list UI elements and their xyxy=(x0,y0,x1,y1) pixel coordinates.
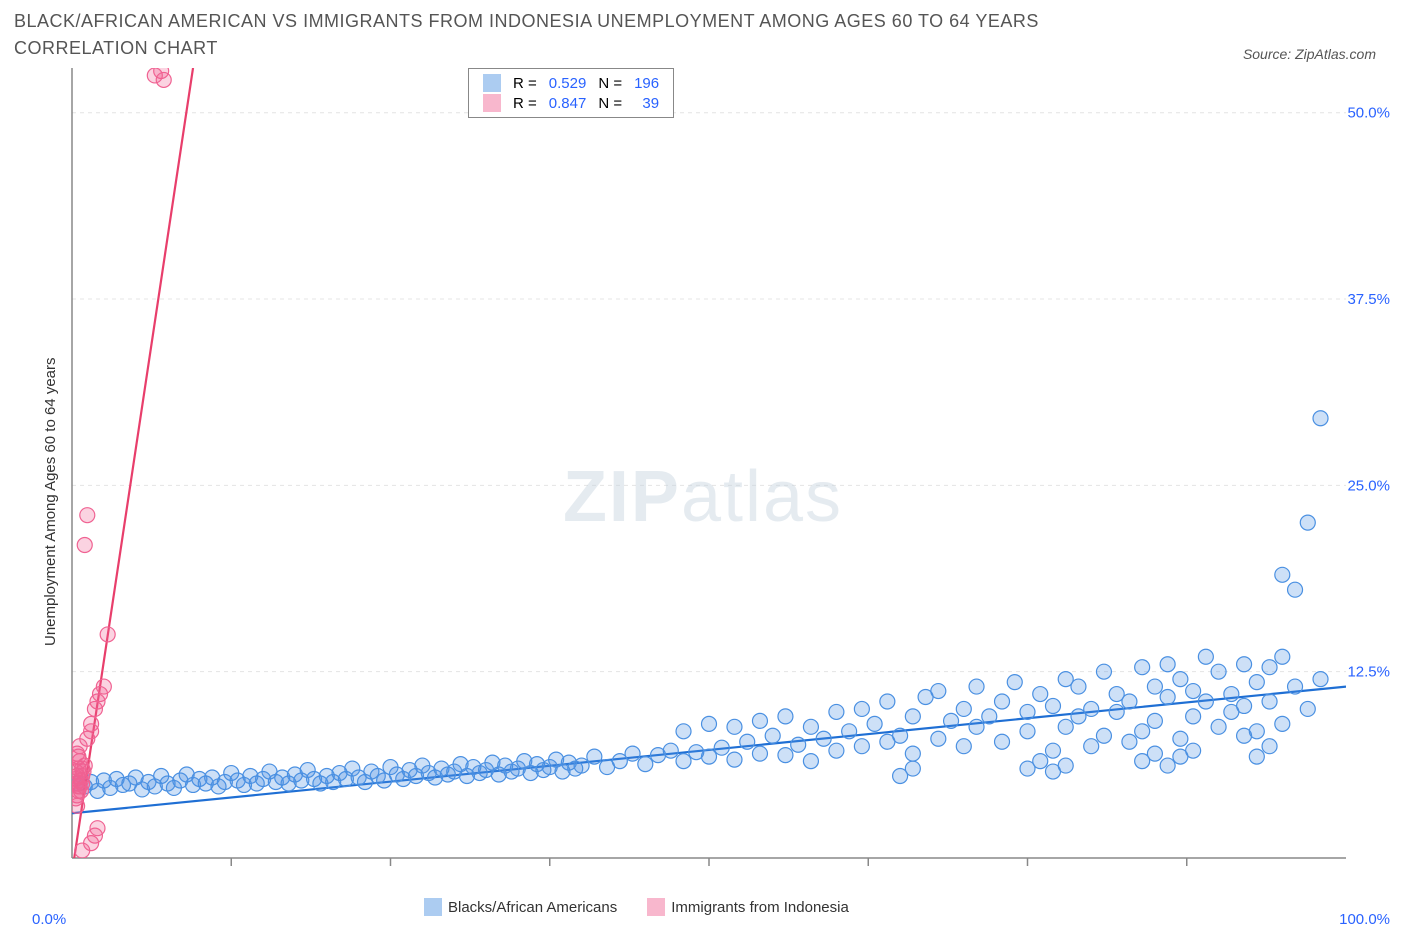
legend-item-1: Immigrants from Indonesia xyxy=(647,898,849,916)
series-legend: Blacks/African Americans Immigrants from… xyxy=(424,898,849,916)
chart-area: 12.5%25.0%37.5%50.0% ZIPatlas R = 0.529 … xyxy=(14,66,1392,928)
stats-table: R = 0.529 N = 196 R = 0.847 N = 39 xyxy=(477,73,665,113)
stats-row-series-1: R = 0.847 N = 39 xyxy=(477,93,665,113)
stats-r-label: R = xyxy=(507,93,543,113)
x-axis-max-label: 100.0% xyxy=(1339,911,1390,928)
legend-label-1: Immigrants from Indonesia xyxy=(671,899,849,916)
stats-n-value-1: 39 xyxy=(628,93,665,113)
svg-text:37.5%: 37.5% xyxy=(1347,291,1390,308)
stats-n-value-0: 196 xyxy=(628,73,665,93)
legend-item-0: Blacks/African Americans xyxy=(424,898,617,916)
legend-label-0: Blacks/African Americans xyxy=(448,899,617,916)
stats-row-series-0: R = 0.529 N = 196 xyxy=(477,73,665,93)
swatch-series-0 xyxy=(483,74,501,92)
stats-n-label: N = xyxy=(592,73,628,93)
header-row: BLACK/AFRICAN AMERICAN VS IMMIGRANTS FRO… xyxy=(0,0,1406,62)
x-axis-min-label: 0.0% xyxy=(32,911,66,928)
stats-r-value-0: 0.529 xyxy=(543,73,593,93)
swatch-series-1 xyxy=(483,94,501,112)
svg-text:25.0%: 25.0% xyxy=(1347,477,1390,494)
svg-text:12.5%: 12.5% xyxy=(1347,664,1390,681)
stats-n-label: N = xyxy=(592,93,628,113)
stats-r-label: R = xyxy=(507,73,543,93)
legend-swatch-0 xyxy=(424,898,442,916)
svg-text:50.0%: 50.0% xyxy=(1347,105,1390,122)
stats-r-value-1: 0.847 xyxy=(543,93,593,113)
stats-legend: R = 0.529 N = 196 R = 0.847 N = 39 xyxy=(468,68,674,118)
legend-swatch-1 xyxy=(647,898,665,916)
scatter-chart-svg: 12.5% 25.0% 37.5% 50.0% xyxy=(14,66,1392,928)
source-credit: Source: ZipAtlas.com xyxy=(1243,46,1376,62)
y-axis-label: Unemployment Among Ages 60 to 64 years xyxy=(42,357,59,646)
chart-title: BLACK/AFRICAN AMERICAN VS IMMIGRANTS FRO… xyxy=(14,8,1114,62)
